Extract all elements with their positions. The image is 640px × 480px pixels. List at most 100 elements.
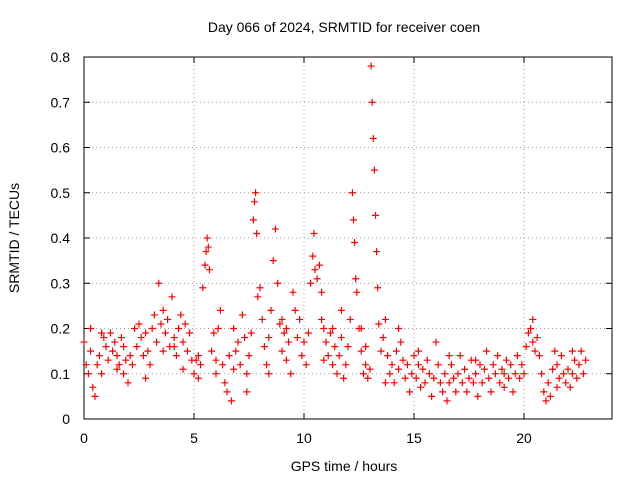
data-point bbox=[439, 388, 447, 396]
data-point bbox=[300, 338, 308, 346]
data-point bbox=[208, 347, 216, 355]
data-point bbox=[310, 229, 318, 237]
data-point bbox=[529, 338, 537, 346]
data-point bbox=[487, 388, 495, 396]
data-point bbox=[216, 306, 224, 314]
data-point bbox=[454, 370, 462, 378]
data-point bbox=[500, 370, 508, 378]
data-point bbox=[260, 343, 268, 351]
data-point bbox=[357, 347, 365, 355]
data-point bbox=[388, 361, 396, 369]
y-tick-label: 0.6 bbox=[51, 140, 71, 156]
y-tick-label: 0.2 bbox=[51, 321, 71, 337]
data-point bbox=[241, 334, 249, 342]
data-point bbox=[100, 334, 108, 342]
data-point bbox=[278, 315, 286, 323]
data-point bbox=[202, 248, 210, 256]
data-point bbox=[278, 347, 286, 355]
data-point bbox=[496, 379, 504, 387]
data-point bbox=[373, 248, 381, 256]
data-point bbox=[367, 62, 375, 70]
data-point bbox=[549, 365, 557, 373]
data-point bbox=[331, 343, 339, 351]
data-point bbox=[502, 356, 510, 364]
data-point bbox=[298, 352, 306, 360]
data-point bbox=[113, 365, 121, 373]
data-point bbox=[113, 352, 121, 360]
data-point bbox=[392, 347, 400, 355]
data-point bbox=[390, 379, 398, 387]
data-point bbox=[326, 329, 334, 337]
data-point bbox=[203, 234, 211, 242]
chart-title: Day 066 of 2024, SRMTID for receiver coe… bbox=[208, 19, 480, 35]
data-point bbox=[573, 374, 581, 382]
data-point bbox=[353, 288, 361, 296]
data-point bbox=[500, 383, 508, 391]
data-point bbox=[465, 374, 473, 382]
data-point bbox=[577, 347, 585, 355]
data-point bbox=[370, 166, 378, 174]
data-point bbox=[344, 343, 352, 351]
data-point bbox=[148, 325, 156, 332]
data-point bbox=[111, 338, 119, 346]
data-point bbox=[150, 311, 158, 319]
data-point bbox=[384, 352, 392, 360]
data-point bbox=[386, 370, 394, 378]
data-point bbox=[256, 284, 264, 292]
y-tick-label: 0.1 bbox=[51, 366, 71, 382]
data-point bbox=[483, 347, 491, 355]
data-point bbox=[564, 365, 572, 373]
data-point bbox=[513, 352, 521, 360]
data-point bbox=[507, 361, 515, 369]
data-point bbox=[186, 329, 194, 337]
data-point bbox=[522, 343, 530, 351]
data-point bbox=[369, 134, 377, 142]
data-point bbox=[374, 284, 382, 292]
data-point bbox=[324, 352, 332, 360]
data-point bbox=[379, 334, 387, 342]
data-point bbox=[421, 379, 429, 387]
data-point bbox=[282, 325, 290, 332]
data-point bbox=[93, 361, 101, 369]
data-point bbox=[161, 329, 169, 337]
data-point bbox=[494, 352, 502, 360]
data-point bbox=[120, 343, 128, 351]
data-point bbox=[579, 370, 587, 378]
data-point bbox=[430, 374, 438, 382]
data-point bbox=[456, 352, 464, 360]
data-point bbox=[410, 352, 418, 360]
data-point bbox=[458, 379, 466, 387]
data-point bbox=[159, 306, 167, 314]
data-point bbox=[364, 374, 372, 382]
data-point bbox=[249, 216, 257, 224]
data-point bbox=[417, 383, 425, 391]
data-point bbox=[221, 379, 229, 387]
x-tick-label: 5 bbox=[190, 430, 198, 446]
data-point bbox=[381, 379, 389, 387]
data-point bbox=[318, 288, 326, 296]
data-point bbox=[254, 293, 262, 301]
data-point bbox=[137, 334, 145, 342]
data-point bbox=[276, 320, 284, 328]
data-point bbox=[223, 388, 231, 396]
data-point bbox=[95, 352, 103, 360]
data-point bbox=[447, 361, 455, 369]
data-point bbox=[489, 361, 497, 369]
y-tick-label: 0.7 bbox=[51, 94, 71, 110]
data-point bbox=[546, 392, 554, 400]
data-point bbox=[159, 347, 167, 355]
data-point bbox=[423, 356, 431, 364]
data-point bbox=[320, 325, 328, 332]
data-point bbox=[122, 356, 130, 364]
data-point bbox=[452, 388, 460, 396]
data-point bbox=[348, 189, 356, 197]
data-point bbox=[212, 370, 220, 378]
data-point bbox=[170, 343, 178, 351]
data-point bbox=[142, 329, 150, 337]
data-point bbox=[529, 315, 537, 323]
data-point bbox=[357, 325, 365, 332]
data-point bbox=[225, 352, 233, 360]
data-point bbox=[366, 365, 374, 373]
x-tick-label: 10 bbox=[296, 430, 312, 446]
data-point bbox=[399, 356, 407, 364]
